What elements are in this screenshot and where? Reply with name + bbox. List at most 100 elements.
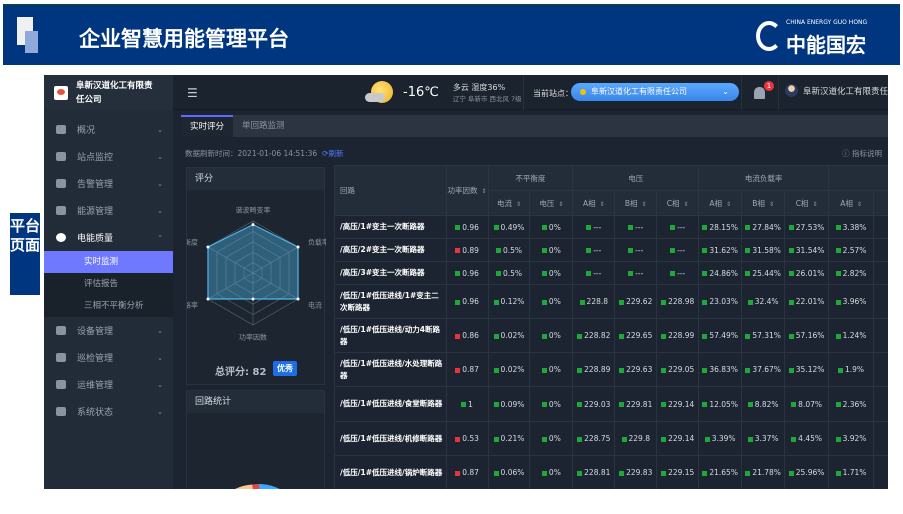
refresh-button[interactable]: ⟳刷新 (322, 149, 344, 158)
status-dot (455, 299, 461, 305)
status-dot (788, 299, 794, 305)
route-name: /高压/1#变主一次断路器 (334, 215, 447, 239)
value-cell: 228.89 (572, 352, 616, 387)
col-current[interactable]: 电流 ⇕ (487, 190, 531, 216)
col-a[interactable]: A相 ⇕ (828, 190, 874, 216)
status-dot (670, 248, 676, 253)
bell-icon[interactable] (754, 87, 765, 99)
status-dot (661, 367, 667, 373)
tools-icon (56, 380, 66, 389)
value-cell: 12.05% (698, 386, 743, 422)
col-b[interactable]: B相 ⇕ (614, 190, 658, 216)
route-name: /高压/3#变主一次断路器 (334, 261, 447, 285)
weather-widget: -16℃ 多云 湿度36% 辽宁 阜新市 西北风 7级 (365, 81, 522, 103)
radar-point (206, 245, 210, 249)
value-cell: 3.39% (698, 421, 743, 456)
sidebar-item-label: 概况 (77, 126, 96, 136)
sort-icon[interactable]: ⇕ (856, 200, 862, 208)
sidebar-item[interactable]: 巡检管理 ⌄ (44, 344, 173, 371)
sidebar-item[interactable]: 告警管理 ⌄ (44, 170, 173, 197)
status-dot (702, 470, 708, 476)
sidebar-item[interactable]: 站点监控 ⌄ (44, 143, 173, 170)
tab-single-loop[interactable]: 单回路监测 (242, 121, 285, 131)
sort-icon[interactable]: ⇕ (515, 200, 521, 208)
value-cell: 0% (529, 352, 574, 387)
value-cell: 3.37% (741, 421, 786, 456)
value-cell: --- (656, 261, 700, 285)
menu-toggle-icon[interactable]: ☰ (187, 86, 198, 100)
sidebar-subitem[interactable]: 评估报告 (44, 273, 173, 295)
sidebar-subitem[interactable]: 三相不平衡分析 (44, 295, 173, 317)
status-dot (835, 402, 841, 407)
top-header: ☰ -16℃ 多云 湿度36% 辽宁 阜新市 西北风 7级 当前站点： 阜新汉道化… (173, 75, 888, 110)
status-dot (835, 470, 841, 476)
status-dot (455, 248, 461, 253)
gauge-icon (56, 152, 66, 161)
col-route: 回路 (334, 165, 447, 216)
col-c[interactable]: C相 ⇕ (656, 190, 700, 216)
value-cell: 0% (529, 386, 574, 422)
tab-realtime-score[interactable]: 实时评分 (181, 115, 234, 137)
sidebar-item[interactable]: 设备管理 ⌄ (44, 317, 173, 344)
value-cell: 21.78% (741, 455, 786, 489)
energy-tree-icon (56, 206, 66, 215)
route-name: /低压/1#低压进线/机修断路器 (334, 421, 447, 456)
sidebar-item[interactable]: 概况 ⌄ (44, 116, 173, 143)
sidebar-subitem[interactable]: 实时监测 (44, 251, 173, 273)
temperature: -16℃ (403, 84, 439, 100)
refresh-time: 数据刷新时间：2021-01-06 14:51:36 (185, 149, 318, 158)
col-a[interactable]: A相 ⇕ (698, 190, 743, 216)
weather-text: 多云 湿度36% (452, 82, 506, 92)
status-dot (541, 225, 547, 230)
status-dot (702, 367, 708, 373)
table-row: /低压/1#低压进线/1#变主二次断路器 0.96 0.12% 0% 228.8 229.… (334, 284, 888, 319)
sort-icon[interactable]: ⇕ (725, 200, 731, 208)
status-dot (791, 436, 797, 442)
status-dot (495, 248, 501, 253)
value-cell: 27.53% (784, 215, 830, 239)
col-a[interactable]: A相 ⇕ (572, 190, 616, 216)
col-power-factor[interactable]: 功率因数 ⇕ (445, 165, 489, 216)
col-c[interactable]: C相 ⇕ (784, 190, 830, 216)
divider (523, 75, 524, 110)
chevron-down-icon: ⌄ (722, 87, 729, 96)
sidebar-item-label: 电能质量 (77, 234, 114, 244)
user-menu[interactable]: 阜新汉道化工有限责任公 (785, 84, 888, 97)
sort-icon[interactable]: ⇕ (683, 200, 689, 208)
status-dot (702, 248, 708, 253)
sort-icon[interactable]: ⇕ (558, 200, 564, 208)
col-b[interactable]: B相 ⇕ (741, 190, 786, 216)
sidebar-item[interactable]: 电能质量 ⌃ (44, 224, 173, 251)
status-dot (702, 271, 708, 276)
sort-icon[interactable]: ⇕ (599, 200, 605, 208)
value-cell: 32.4% (741, 284, 786, 319)
value-cell: 57.16% (784, 318, 830, 353)
col-volt[interactable]: 电压 ⇕ (529, 190, 574, 216)
sort-icon[interactable]: ⇕ (812, 200, 818, 208)
value-cell: 228.98 (656, 284, 700, 319)
status-dot (577, 402, 583, 407)
route-name: /低压/1#低压进线/食堂断路器 (334, 386, 447, 422)
status-dot (702, 225, 708, 230)
status-dot (835, 248, 841, 253)
sidebar-item[interactable]: 能源管理 ⌄ (44, 197, 173, 224)
sidebar-item[interactable]: 系统状态 ⌄ (44, 398, 173, 425)
status-dot (702, 333, 708, 339)
tab-bar: 实时评分 单回路监测 (181, 115, 888, 137)
panel-title: 评分 (187, 168, 324, 190)
sort-icon[interactable]: ⇕ (768, 200, 774, 208)
status-dot (455, 367, 461, 373)
indicator-help-link[interactable]: ⓘ 指标说明 (842, 149, 882, 158)
sort-icon[interactable]: ⇕ (641, 200, 647, 208)
value-cell: --- (572, 261, 616, 285)
user-name: 阜新汉道化工有限责任公 (803, 86, 888, 97)
sidebar-item[interactable]: 运维管理 ⌄ (44, 371, 173, 398)
status-dot (619, 367, 625, 373)
site-select[interactable]: 阜新汉道化工有限责任公司 ⌄ (571, 83, 739, 101)
status-dot (745, 367, 751, 373)
notification-badge: 1 (764, 81, 774, 91)
status-dot (455, 436, 461, 442)
value-cell: 2.82% (828, 261, 874, 285)
value-cell: 229.62 (614, 284, 658, 319)
value-cell: 0% (529, 421, 574, 456)
